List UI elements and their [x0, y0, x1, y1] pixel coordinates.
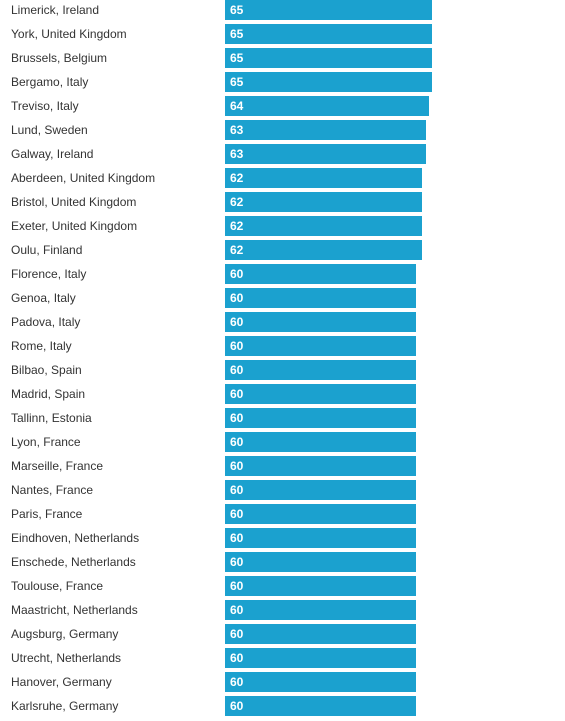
bar-value-label: 62 [230, 219, 244, 233]
category-label: Madrid, Spain [11, 387, 86, 401]
bar-value-label: 60 [230, 339, 244, 353]
bar [225, 456, 416, 476]
bar-value-label: 60 [230, 507, 244, 521]
bar-value-label: 60 [230, 435, 244, 449]
category-label: Padova, Italy [11, 315, 81, 329]
bar [225, 48, 432, 68]
bar-value-label: 64 [230, 99, 244, 113]
category-label: Karlsruhe, Germany [11, 699, 119, 713]
bar-value-label: 65 [230, 75, 244, 89]
category-label: York, United Kingdom [11, 27, 127, 41]
category-label: Bergamo, Italy [11, 75, 89, 89]
bar [225, 0, 432, 20]
bar-value-label: 60 [230, 267, 244, 281]
category-label: Lund, Sweden [11, 123, 88, 137]
category-label: Brussels, Belgium [11, 51, 108, 65]
category-label: Rome, Italy [11, 339, 72, 353]
category-label: Nantes, France [11, 483, 94, 497]
bar [225, 528, 416, 548]
bar-value-label: 60 [230, 291, 244, 305]
category-label: Bilbao, Spain [11, 363, 82, 377]
category-label: Oulu, Finland [11, 243, 83, 257]
category-label: Genoa, Italy [11, 291, 76, 305]
bar-value-label: 62 [230, 195, 244, 209]
bar-value-label: 60 [230, 483, 244, 497]
bar [225, 264, 416, 284]
category-label: Galway, Ireland [11, 147, 94, 161]
category-label: Treviso, Italy [11, 99, 79, 113]
bar [225, 480, 416, 500]
category-label: Limerick, Ireland [11, 3, 100, 17]
bar-value-label: 60 [230, 531, 244, 545]
bar [225, 144, 426, 164]
bar [225, 24, 432, 44]
bar-value-label: 62 [230, 243, 244, 257]
category-label: Exeter, United Kingdom [11, 219, 138, 233]
bar [225, 216, 422, 236]
bar [225, 384, 416, 404]
bar-value-label: 60 [230, 315, 244, 329]
bar [225, 672, 416, 692]
category-label: Hanover, Germany [11, 675, 112, 689]
bar [225, 360, 416, 380]
bar [225, 504, 416, 524]
bar [225, 432, 416, 452]
category-label: Paris, France [11, 507, 83, 521]
bar [225, 552, 416, 572]
bar-value-label: 62 [230, 171, 244, 185]
bar-value-label: 60 [230, 555, 244, 569]
bar-value-label: 63 [230, 147, 244, 161]
category-label: Bristol, United Kingdom [11, 195, 137, 209]
bar-value-label: 60 [230, 579, 244, 593]
category-label: Lyon, France [11, 435, 81, 449]
category-label: Eindhoven, Netherlands [11, 531, 140, 545]
bar [225, 408, 416, 428]
category-label: Utrecht, Netherlands [11, 651, 122, 665]
bar-value-label: 60 [230, 459, 244, 473]
bar [225, 192, 422, 212]
bar [225, 648, 416, 668]
bar [225, 72, 432, 92]
bar-value-label: 60 [230, 699, 244, 713]
category-label: Aberdeen, United Kingdom [11, 171, 156, 185]
bar [225, 576, 416, 596]
bar [225, 624, 416, 644]
category-label: Augsburg, Germany [11, 627, 119, 641]
bar-value-label: 60 [230, 651, 244, 665]
bar [225, 696, 416, 716]
bar [225, 336, 416, 356]
bar [225, 168, 422, 188]
bar [225, 120, 426, 140]
bar [225, 288, 416, 308]
category-label: Enschede, Netherlands [11, 555, 136, 569]
bar-value-label: 65 [230, 51, 244, 65]
bar-value-label: 65 [230, 3, 244, 17]
bar [225, 312, 416, 332]
category-label: Marseille, France [11, 459, 104, 473]
bar-value-label: 65 [230, 27, 244, 41]
bar-value-label: 60 [230, 675, 244, 689]
bar-value-label: 60 [230, 627, 244, 641]
bar-value-label: 60 [230, 387, 244, 401]
bar-value-label: 60 [230, 603, 244, 617]
category-label: Maastricht, Netherlands [11, 603, 138, 617]
category-label: Florence, Italy [11, 267, 87, 281]
bar-value-label: 60 [230, 411, 244, 425]
bar-value-label: 60 [230, 363, 244, 377]
bar [225, 240, 422, 260]
category-label: Tallinn, Estonia [11, 411, 92, 425]
bar [225, 96, 429, 116]
bar-value-label: 63 [230, 123, 244, 137]
bar [225, 600, 416, 620]
category-label: Toulouse, France [11, 579, 104, 593]
